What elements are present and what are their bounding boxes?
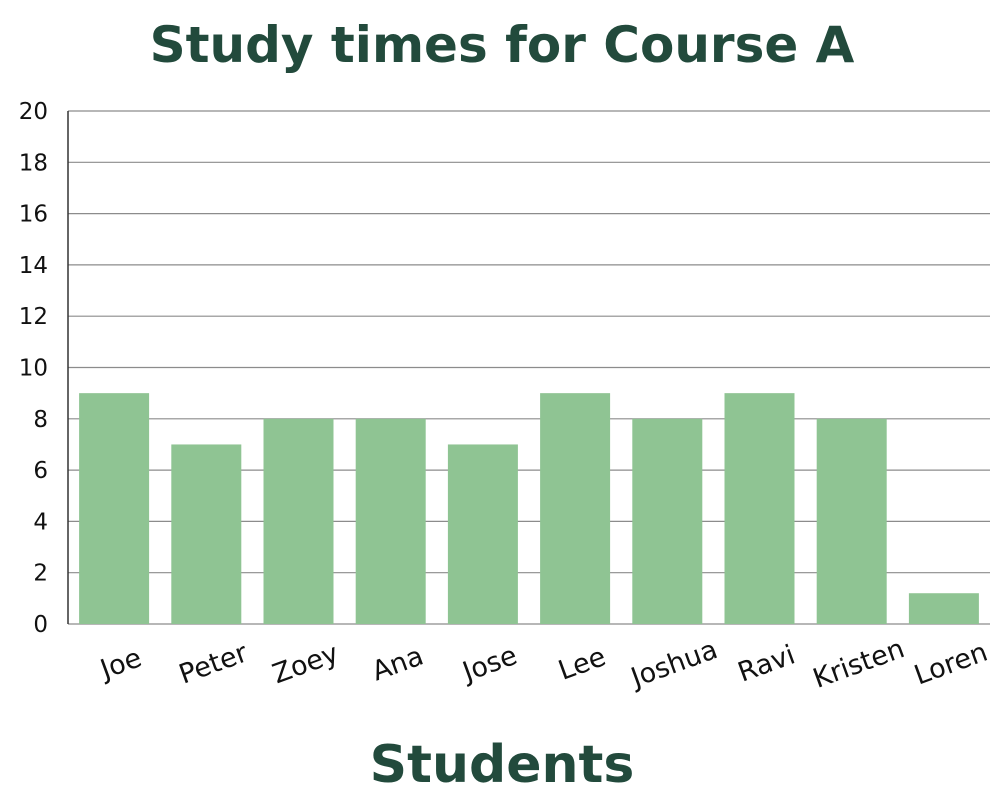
x-tick-label: Loren [910, 637, 991, 692]
bar-jose [447, 444, 518, 624]
bar-loren [908, 593, 979, 624]
bar-joe [79, 393, 150, 624]
y-tick-label: 16 [19, 202, 48, 228]
bar-joshua [632, 418, 703, 624]
x-tick-label: Zoey [269, 638, 343, 690]
x-tick-label: Kristen [809, 633, 909, 695]
x-tick-label: Ravi [734, 639, 799, 688]
y-tick-label: 10 [19, 356, 48, 382]
bars [79, 393, 979, 624]
y-tick-label: 2 [33, 561, 48, 587]
chart-title: Study times for Course A [150, 16, 855, 74]
x-tick-label: Lee [554, 641, 610, 686]
bar-ana [355, 418, 426, 624]
y-tick-label: 8 [33, 407, 48, 433]
y-tick-label: 20 [19, 99, 48, 125]
y-tick-label: 4 [33, 509, 48, 535]
x-axis-label: Students [370, 735, 635, 795]
y-axis-ticks: 0 2 4 6 8 10 12 14 16 18 20 [19, 99, 48, 638]
bar-ravi [724, 393, 795, 624]
x-axis-ticks: Joe Peter Zoey Ana Jose Lee Joshua Ravi Kristen L… [95, 633, 992, 695]
x-tick-label: Peter [175, 637, 252, 690]
bar-zoey [263, 418, 334, 624]
y-tick-label: 0 [33, 612, 48, 638]
y-tick-label: 18 [19, 150, 48, 176]
x-tick-label: Ana [368, 641, 428, 688]
bar-peter [171, 444, 242, 624]
x-tick-label: Joshua [625, 634, 721, 694]
y-tick-label: 12 [19, 304, 48, 330]
y-tick-label: 14 [19, 253, 48, 279]
bar-kristen [816, 418, 887, 624]
x-tick-label: Jose [457, 640, 521, 689]
bar-lee [540, 393, 611, 624]
y-tick-label: 6 [33, 458, 48, 484]
x-tick-label: Joe [95, 642, 146, 686]
